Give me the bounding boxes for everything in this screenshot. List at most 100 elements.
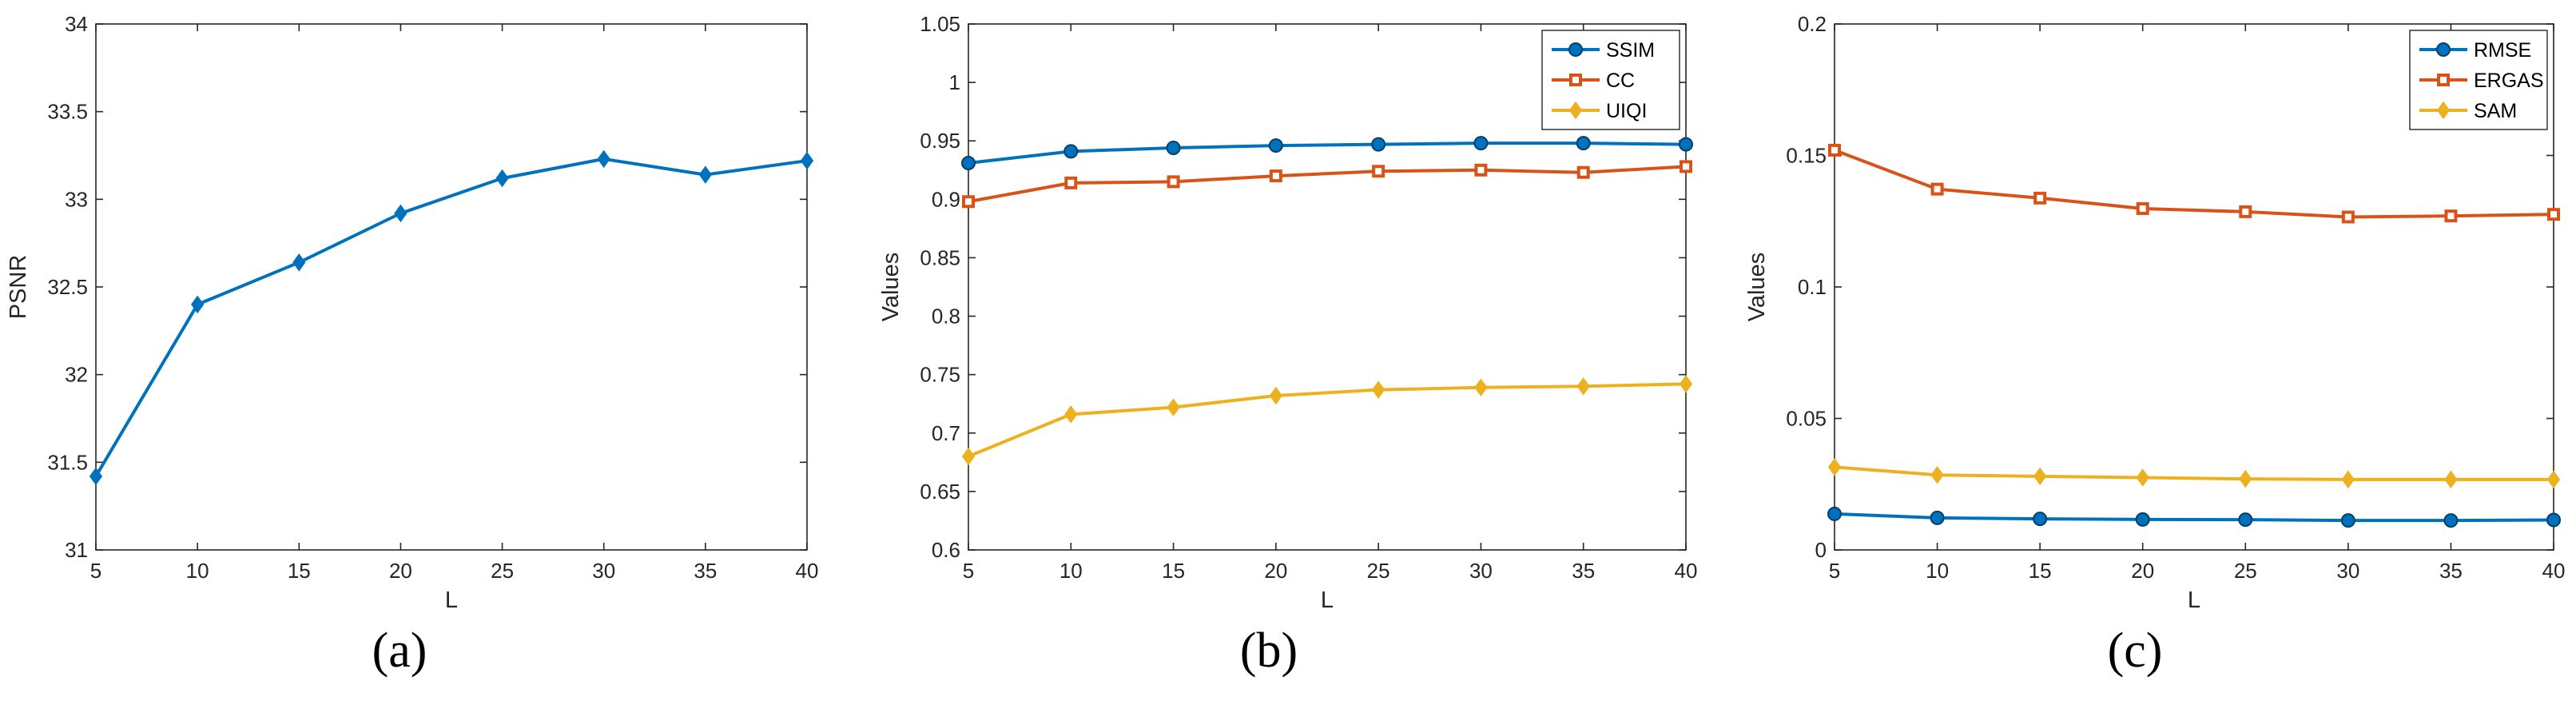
data-point-uiqi <box>961 447 976 466</box>
series-line-psnr <box>94 157 808 477</box>
data-point-uiqi <box>1064 405 1078 424</box>
x-tick-label: 35 <box>694 559 717 583</box>
data-point-sam <box>2341 470 2355 489</box>
data-point-uiqi <box>1679 375 1693 393</box>
series-line-cc <box>968 165 1687 204</box>
data-point-ssim <box>1371 137 1386 152</box>
x-tick-label: 35 <box>2439 559 2463 583</box>
data-point-ssim <box>1268 138 1283 153</box>
y-tick-label: 1.05 <box>920 12 960 36</box>
data-point-sam <box>2033 467 2047 486</box>
legend-swatch-marker <box>2436 42 2451 57</box>
legend-label: SAM <box>2474 100 2517 122</box>
data-point-rmse <box>1827 506 1842 521</box>
y-tick-label: 0 <box>1815 538 1827 562</box>
data-point-uiqi <box>1372 380 1385 399</box>
data-point-ssim <box>1473 136 1489 151</box>
y-tick-label: 0.2 <box>1798 12 1827 36</box>
y-tick-label: 0.95 <box>920 129 960 153</box>
axes-box <box>95 23 808 551</box>
y-tick-label: 0.05 <box>1786 407 1827 431</box>
data-point-uiqi <box>1269 386 1282 405</box>
y-tick-label: 32 <box>65 363 88 387</box>
y-tick-label: 33.5 <box>47 100 88 124</box>
data-point-sam <box>2444 470 2458 489</box>
data-point-cc <box>1474 163 1488 177</box>
x-tick-label: 25 <box>491 559 514 583</box>
y-axis-label: PSNR <box>6 255 31 320</box>
x-tick-label: 20 <box>1264 559 1287 583</box>
data-point-psnr <box>495 169 509 188</box>
data-point-cc <box>1167 175 1180 189</box>
y-tick-label: 0.7 <box>932 421 960 445</box>
x-tick-label: 10 <box>1926 559 1949 583</box>
data-point-cc <box>1372 165 1385 178</box>
x-tick-label: 30 <box>1469 559 1493 583</box>
chart-0: 5 10 15 20 25 30 35 40 31 31.5 32 32.5 33 33.5 34 L PSNR… <box>6 12 818 678</box>
data-point-psnr <box>191 295 205 314</box>
data-point-rmse <box>2238 512 2253 528</box>
x-tick-label: 30 <box>2336 559 2359 583</box>
data-point-ssim <box>1166 140 1181 155</box>
x-tick-label: 10 <box>1059 559 1083 583</box>
x-axis-label: L <box>1321 588 1334 613</box>
data-point-ssim <box>1679 137 1693 152</box>
data-point-rmse <box>2135 512 2150 527</box>
y-tick-label: 0.65 <box>920 480 960 504</box>
y-tick-label: 31 <box>65 538 88 562</box>
data-point-ergas <box>2547 208 2560 221</box>
data-point-ergas <box>2444 209 2458 223</box>
data-point-psnr <box>292 253 306 272</box>
x-tick-label: 40 <box>2542 559 2566 583</box>
x-tick-label: 15 <box>1162 559 1185 583</box>
x-tick-label: 35 <box>1572 559 1595 583</box>
x-tick-label: 40 <box>1675 559 1698 583</box>
series-line-uiqi <box>968 382 1687 458</box>
series-line-ssim <box>968 141 1687 165</box>
chart-2: 5 10 15 20 25 30 35 40 0 0.05 0.1 0.15 0.2 L Values RMS… <box>1744 12 2565 678</box>
data-point-cc <box>962 195 975 209</box>
legend-swatch-marker <box>1569 74 1582 86</box>
data-point-ssim <box>1063 144 1079 159</box>
data-point-uiqi <box>1576 377 1590 396</box>
data-point-rmse <box>2340 513 2355 528</box>
series-line-sam <box>1834 465 2554 481</box>
legend-swatch-marker <box>2437 74 2450 86</box>
x-tick-label: 5 <box>1829 559 1840 583</box>
data-point-uiqi <box>1474 378 1488 397</box>
y-tick-label: 31.5 <box>47 450 88 474</box>
x-tick-label: 25 <box>1367 559 1390 583</box>
data-point-sam <box>2136 468 2149 487</box>
y-tick-label: 34 <box>65 12 88 36</box>
legend-label: RMSE <box>2474 39 2531 62</box>
y-tick-label: 0.85 <box>920 245 960 269</box>
data-point-ssim <box>1576 136 1591 151</box>
data-point-psnr <box>597 149 610 169</box>
data-point-rmse <box>2033 512 2048 527</box>
x-tick-label: 20 <box>2131 559 2154 583</box>
x-tick-label: 5 <box>963 559 974 583</box>
x-axis-label: L <box>445 588 458 613</box>
legend-label: CC <box>1606 70 1635 92</box>
data-point-psnr <box>89 467 103 486</box>
y-tick-label: 0.75 <box>920 363 960 387</box>
y-tick-label: 0.1 <box>1798 275 1827 299</box>
data-point-sam <box>1827 458 1842 476</box>
y-tick-label: 0.6 <box>932 538 960 562</box>
y-axis-label: Values <box>1744 253 1770 322</box>
y-tick-label: 1 <box>949 70 960 94</box>
legend: SSIM CC UIQI <box>1541 30 1680 130</box>
chart-1: 5 10 15 20 25 30 35 40 0.6 0.65 0.7 0.75 0.8 0.85 0.9 0… <box>878 12 1697 678</box>
data-point-sam <box>1930 465 1944 484</box>
x-tick-label: 40 <box>796 559 819 583</box>
x-tick-label: 20 <box>389 559 412 583</box>
legend-swatch-marker <box>2436 101 2451 120</box>
data-point-ergas <box>2136 201 2149 215</box>
series-line-ergas <box>1834 149 2554 219</box>
data-point-psnr <box>800 151 814 170</box>
data-point-cc <box>1064 176 1078 189</box>
series-line-rmse <box>1834 512 2554 523</box>
y-tick-label: 33 <box>65 187 88 211</box>
x-tick-label: 25 <box>2234 559 2257 583</box>
data-point-psnr <box>394 204 407 223</box>
